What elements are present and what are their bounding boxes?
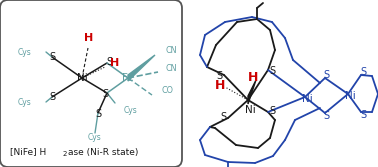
Text: S: S (269, 66, 275, 76)
FancyBboxPatch shape (0, 0, 182, 167)
Text: CO: CO (162, 86, 174, 95)
Text: [NiFe] H: [NiFe] H (10, 147, 46, 156)
Text: Ni: Ni (345, 91, 355, 101)
Text: Fe: Fe (122, 73, 134, 83)
Polygon shape (248, 80, 256, 104)
Text: ase (Ni-R state): ase (Ni-R state) (68, 147, 138, 156)
Text: 2: 2 (63, 151, 67, 157)
Polygon shape (128, 55, 155, 81)
Text: S: S (220, 112, 226, 122)
Text: S: S (49, 92, 55, 102)
Text: S: S (323, 111, 329, 121)
Text: CN: CN (166, 45, 178, 54)
Text: Ni: Ni (245, 105, 256, 115)
Text: S: S (323, 70, 329, 80)
Text: S: S (360, 67, 366, 77)
Text: S: S (102, 89, 108, 99)
Text: Ni: Ni (77, 73, 87, 83)
Text: H: H (110, 58, 119, 68)
Text: S: S (360, 110, 366, 120)
Text: Cys: Cys (124, 106, 138, 115)
Text: H: H (248, 70, 258, 84)
Text: Ni: Ni (302, 94, 312, 104)
Text: S: S (216, 71, 222, 81)
Text: S: S (95, 109, 101, 119)
Text: CN: CN (166, 63, 178, 72)
Text: S: S (106, 57, 112, 67)
Text: Cys: Cys (17, 98, 31, 107)
Text: Cys: Cys (17, 47, 31, 56)
Text: H: H (84, 33, 94, 43)
Text: S: S (269, 106, 275, 116)
Text: Cys: Cys (88, 133, 102, 142)
Text: S: S (49, 52, 55, 62)
Text: H: H (215, 78, 225, 92)
